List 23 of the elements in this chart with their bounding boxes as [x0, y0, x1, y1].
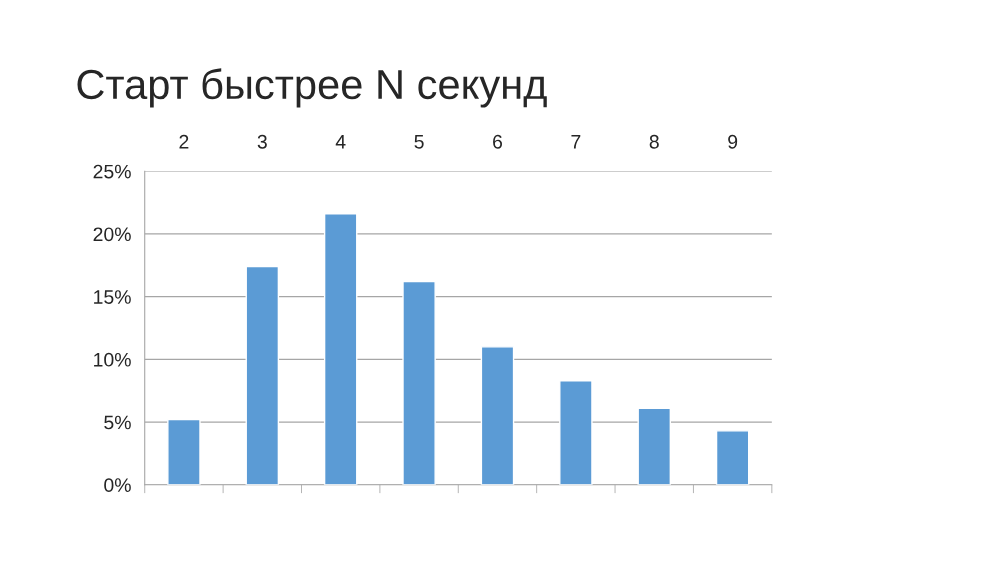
x-tick-label: 8: [649, 134, 659, 149]
y-tick-label: 0%: [104, 478, 131, 493]
x-tick-label: 5: [414, 135, 424, 149]
bar: [323, 213, 358, 485]
bar: [245, 265, 280, 485]
bar: [167, 418, 201, 485]
y-tick-label: 15%: [94, 290, 131, 304]
bar: [480, 346, 515, 485]
x-tick-label: 2: [179, 134, 189, 149]
x-tick-label: 9: [728, 134, 738, 149]
y-tick-label: 5%: [104, 415, 131, 430]
x-tick-label: 7: [571, 135, 581, 149]
y-tick-label: 20%: [93, 227, 131, 242]
bar: [559, 379, 593, 485]
y-tick-label: 10%: [94, 352, 131, 367]
x-tick-label: 6: [493, 134, 503, 149]
bar: [637, 407, 672, 485]
x-tick-label: 3: [257, 134, 267, 149]
bar: [715, 430, 750, 485]
x-tick-label: 4: [335, 135, 346, 149]
y-tick-label: 25%: [93, 164, 131, 179]
bar: [402, 280, 436, 485]
chart-title: Старт быстрее N секунд: [77, 68, 547, 108]
